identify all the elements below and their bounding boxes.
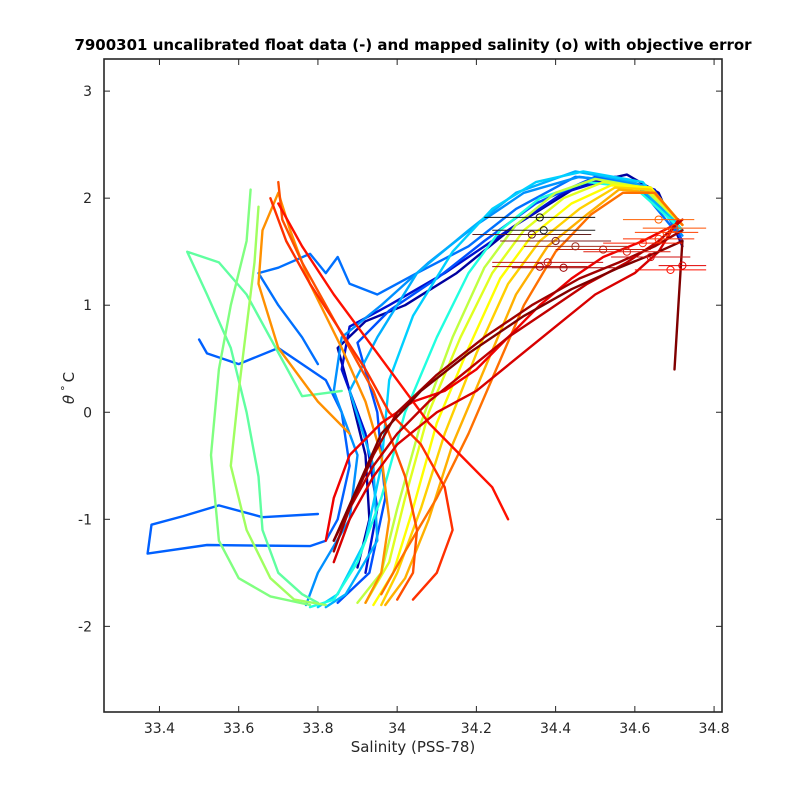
mapped-point-14 [535, 262, 544, 271]
y-tick-label: 0 [83, 405, 92, 421]
y-axis-label: θ ° C [59, 372, 78, 404]
profile-line-10 [186, 250, 343, 604]
profile-line-20 [277, 180, 419, 601]
x-axis-label: Salinity (PSS-78) [351, 738, 476, 756]
x-tick-label: 33.4 [144, 721, 175, 737]
mapped-point-18 [654, 215, 663, 224]
y-axis-label-unit: C [60, 372, 78, 382]
mapped-point-7 [622, 247, 632, 256]
profile-line-16 [380, 186, 684, 607]
y-axis-label-degree: ° [59, 385, 72, 391]
profile-line-23 [324, 223, 676, 542]
profile-line-25 [332, 218, 684, 542]
mapped-point-17 [678, 261, 687, 270]
y-tick-label: -1 [78, 512, 92, 528]
profile-line-22 [277, 202, 510, 521]
x-tick-label: 33.8 [302, 721, 333, 737]
profile-line-21 [269, 197, 454, 601]
y-tick-label: -2 [78, 619, 92, 635]
profile-line-7 [324, 170, 684, 609]
profile-line-12 [229, 205, 327, 607]
y-axis-ticks: -2 -1 0 1 2 3 [78, 84, 722, 635]
profile-line-1 [336, 173, 684, 569]
x-axis-ticks: 33.4 33.6 33.8 34 34.2 34.4 34.6 34.8 [144, 59, 730, 737]
profile-line-9 [308, 180, 684, 609]
mapped-point-4 [551, 236, 560, 246]
mapped-point-3 [527, 230, 536, 239]
chart-title: 7900301 uncalibrated float data (-) and … [74, 36, 752, 54]
profile-line-27 [332, 239, 684, 542]
mapped-point-10 [662, 228, 671, 237]
y-tick-label: 3 [83, 84, 92, 100]
x-tick-label: 34 [388, 721, 406, 737]
plot-frame [103, 58, 723, 713]
mapped-point-1 [535, 213, 544, 222]
mapped-point-15 [559, 263, 568, 272]
profile-line-15 [372, 184, 684, 607]
profile-line-4 [146, 338, 351, 555]
mapped-point-8 [638, 239, 647, 248]
mapped-point-9 [654, 234, 663, 243]
mapped-point-16 [666, 265, 675, 274]
mapped-point-5 [571, 242, 580, 251]
mapped-point-12 [646, 252, 655, 262]
y-tick-label: 1 [83, 298, 92, 314]
y-axis-label-symbol: θ [60, 395, 78, 404]
mapped-point-2 [539, 226, 548, 235]
mapped-point-13 [543, 258, 552, 267]
x-tick-label: 34.6 [619, 721, 650, 737]
profile-line-13 [356, 177, 684, 604]
profile-line-5 [257, 175, 676, 366]
y-tick-label: 2 [83, 191, 92, 207]
x-tick-label: 34.4 [540, 721, 571, 737]
profile-line-17 [384, 188, 684, 607]
profile-line-19 [380, 191, 684, 596]
x-tick-label: 34.8 [698, 721, 729, 737]
profile-line-14 [364, 180, 684, 604]
mapped-point-11 [670, 224, 679, 233]
x-tick-label: 34.2 [461, 721, 492, 737]
objective-error-bars [472, 216, 707, 271]
mapped-point-6 [599, 245, 608, 254]
profile-line-11 [209, 188, 312, 607]
float-profile-curves [146, 170, 684, 609]
mapped-salinity-points [527, 213, 687, 274]
x-tick-label: 33.6 [223, 721, 254, 737]
